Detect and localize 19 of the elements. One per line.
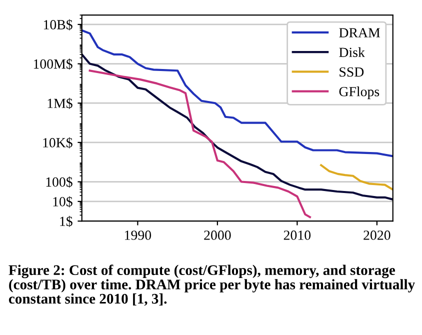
legend-label: DRAM (339, 28, 380, 38)
x-tick-label: 2020 (364, 230, 390, 240)
line-series (82, 29, 393, 158)
legend-label: SSD (340, 67, 364, 77)
y-tick-label: 1M$ (48, 98, 72, 109)
y-tick-label: 10K$ (43, 137, 72, 148)
legend-label: Disk (339, 47, 365, 58)
caption: Figure 2: Cost of compute (cost/GFlops), memory, and storage (cost/TB) over time. DRAM price per byte has remained virtually constant since 2010 [1, 3]. (8, 264, 415, 306)
x-tick-label: 2000 (204, 230, 231, 240)
y-tick-label: 100M$ (34, 58, 72, 70)
legend-label: GFlops (339, 86, 380, 100)
line-series (320, 164, 393, 191)
y-tick-label: 10$ (53, 196, 72, 208)
x-tick-label: 2010 (284, 230, 311, 240)
line-series (88, 70, 311, 218)
y-tick-label: 1$ (60, 216, 72, 227)
y-tick-label: 10B$ (44, 19, 72, 30)
x-tick-label: 1990 (125, 230, 152, 240)
y-tick-label: 100$ (46, 176, 72, 188)
